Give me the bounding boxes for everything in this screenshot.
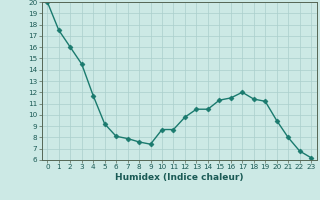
X-axis label: Humidex (Indice chaleur): Humidex (Indice chaleur) (115, 173, 244, 182)
